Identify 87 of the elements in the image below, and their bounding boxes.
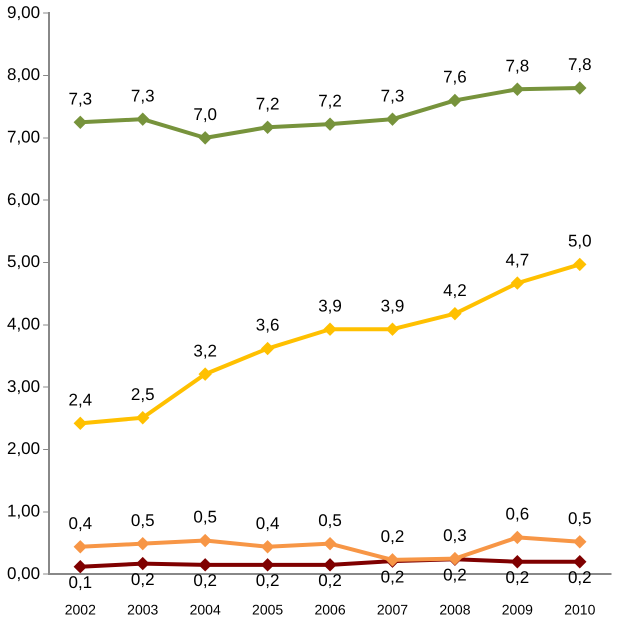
point <box>573 535 586 548</box>
point <box>261 120 274 134</box>
x-tick-label: 2009 <box>502 601 534 618</box>
point <box>510 555 524 568</box>
data-label: 7,8 <box>568 55 592 74</box>
point <box>386 322 399 336</box>
data-label: 3,6 <box>256 316 280 335</box>
point <box>573 258 586 271</box>
data-label: 7,3 <box>130 86 155 106</box>
data-label: 5,0 <box>568 232 592 251</box>
x-tick-label: 2003 <box>127 601 159 618</box>
y-tick-label: 0,00 <box>6 564 40 583</box>
data-label: 0,5 <box>130 510 155 530</box>
y-tick-label: 8,00 <box>6 65 40 84</box>
data-label: 0,5 <box>193 508 217 527</box>
data-label: 3,9 <box>318 296 342 316</box>
point <box>74 560 87 574</box>
data-label: 0,2 <box>568 568 592 587</box>
point <box>198 558 212 572</box>
x-tick-label: 2010 <box>564 601 596 618</box>
data-label: 2,4 <box>68 390 92 410</box>
point <box>261 342 274 356</box>
point <box>74 116 87 129</box>
data-label: 0,2 <box>380 567 404 586</box>
point <box>510 276 524 290</box>
point <box>198 534 212 548</box>
x-tick-label: 2002 <box>64 601 96 618</box>
point <box>74 540 87 554</box>
data-label: 0,2 <box>318 571 342 590</box>
y-tick-label: 3,00 <box>6 376 40 396</box>
point <box>198 368 212 381</box>
point <box>324 322 337 336</box>
data-label: 7,6 <box>443 68 467 87</box>
data-label: 7,2 <box>318 91 342 110</box>
data-label: 7,2 <box>256 94 280 114</box>
y-tick-label: 7,00 <box>6 128 40 147</box>
point <box>261 558 274 572</box>
y-tick-label: 5,00 <box>6 252 40 272</box>
data-label: 0,2 <box>380 527 404 546</box>
data-label: 0,4 <box>256 514 280 533</box>
point <box>324 118 337 131</box>
data-label: 3,9 <box>380 296 404 316</box>
data-label: 4,2 <box>443 280 467 300</box>
point <box>448 94 462 107</box>
point <box>448 307 462 320</box>
point <box>198 131 212 144</box>
point <box>74 416 87 430</box>
data-label: 0,4 <box>68 514 92 533</box>
data-label: 7,3 <box>68 89 92 108</box>
point <box>386 112 399 126</box>
point <box>510 530 524 544</box>
point <box>136 557 150 570</box>
data-label: 7,3 <box>380 86 404 106</box>
data-label: 0,2 <box>193 571 217 590</box>
point <box>136 537 150 550</box>
y-tick-label: 4,00 <box>6 314 40 334</box>
x-tick-label: 2006 <box>314 601 346 618</box>
data-label: 0,5 <box>568 508 592 528</box>
point <box>136 411 150 424</box>
data-label: 0,2 <box>130 570 155 589</box>
data-label: 0,2 <box>256 571 280 590</box>
data-label: 0,3 <box>443 526 467 545</box>
data-label: 2,5 <box>130 384 155 404</box>
y-tick-label: 9,00 <box>6 2 40 22</box>
data-label: 0,5 <box>318 510 342 530</box>
x-tick-label: 2008 <box>439 601 471 618</box>
x-tick-label: 2005 <box>252 601 284 618</box>
data-label: 0,6 <box>506 504 530 524</box>
data-label: 7,8 <box>506 56 530 76</box>
x-tick-label: 2007 <box>376 601 408 618</box>
data-label: 7,0 <box>193 105 217 124</box>
point <box>324 558 337 572</box>
y-tick-label: 1,00 <box>6 502 40 521</box>
y-tick-label: 6,00 <box>6 190 40 209</box>
y-tick-label: 2,00 <box>6 439 40 458</box>
data-label: 0,2 <box>506 568 530 587</box>
data-label: 0,1 <box>68 572 92 592</box>
point <box>324 537 337 550</box>
point <box>510 82 524 96</box>
x-tick-label: 2004 <box>190 601 221 618</box>
data-label: 3,2 <box>193 341 217 360</box>
point <box>573 82 586 94</box>
point <box>261 540 274 554</box>
data-label: 0,2 <box>443 565 467 584</box>
point <box>573 555 586 568</box>
point <box>136 112 150 126</box>
data-label: 4,7 <box>506 250 530 270</box>
